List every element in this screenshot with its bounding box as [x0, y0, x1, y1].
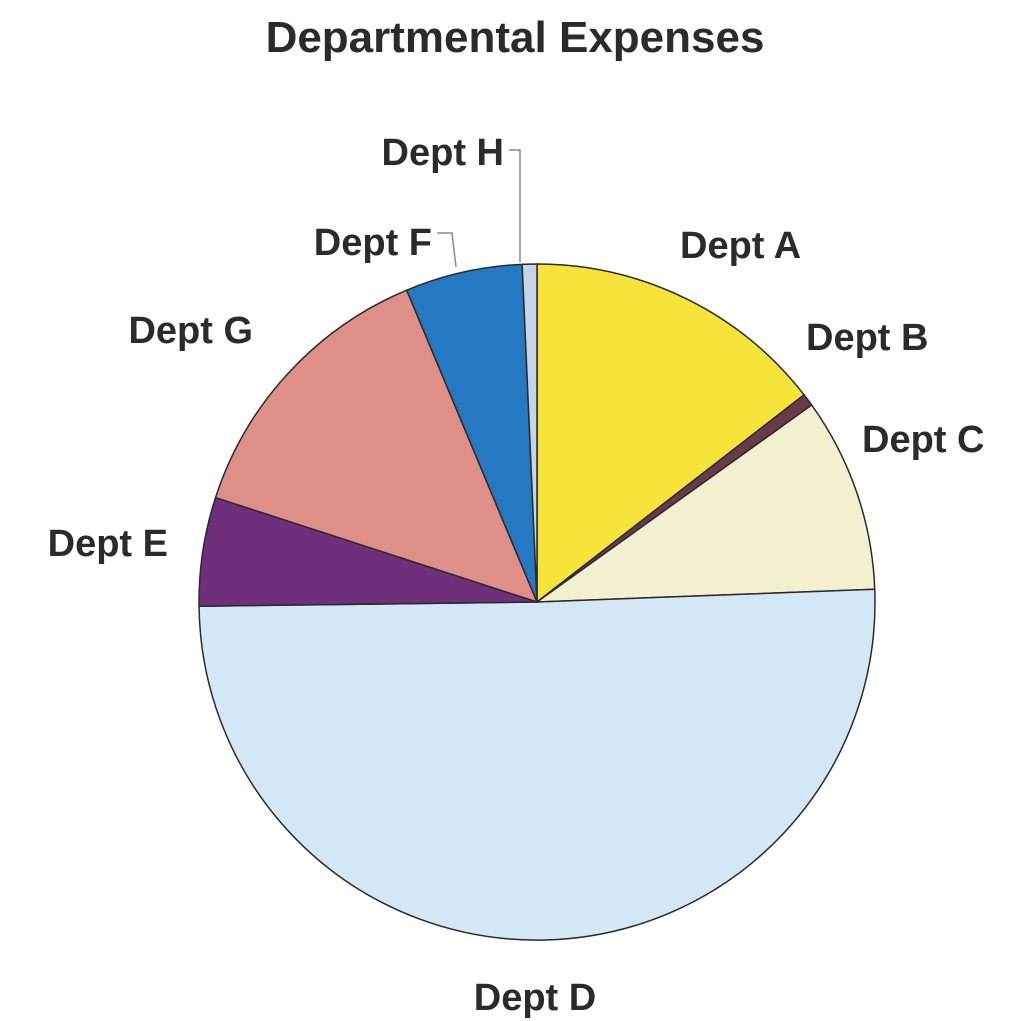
slice-label-dept-d: Dept D — [474, 977, 596, 1019]
slice-label-dept-e: Dept E — [48, 523, 168, 565]
slice-labels: Dept A Dept B Dept C Dept D Dept E Dept G Dept… — [48, 132, 985, 1019]
slice-label-dept-b: Dept B — [806, 317, 928, 359]
pie-slice-dept-a — [536, 263, 806, 604]
pie-slice-dept-h — [521, 263, 538, 603]
leader-line-dept-h — [509, 149, 521, 262]
pie-slice-dept-d — [198, 588, 876, 941]
slice-label-dept-g: Dept G — [128, 310, 253, 352]
leader-lines — [437, 149, 521, 268]
leader-line-dept-f — [437, 232, 457, 268]
pie-slice-dept-g — [214, 289, 539, 604]
slice-label-dept-a: Dept A — [680, 225, 801, 267]
slice-label-dept-f: Dept F — [314, 222, 432, 264]
chart-title: Departmental Expenses — [266, 13, 765, 62]
pie-slice-dept-c — [534, 404, 876, 603]
slice-label-dept-h: Dept H — [382, 132, 504, 174]
slice-label-dept-c: Dept C — [862, 419, 984, 461]
pie-slices — [198, 263, 876, 941]
